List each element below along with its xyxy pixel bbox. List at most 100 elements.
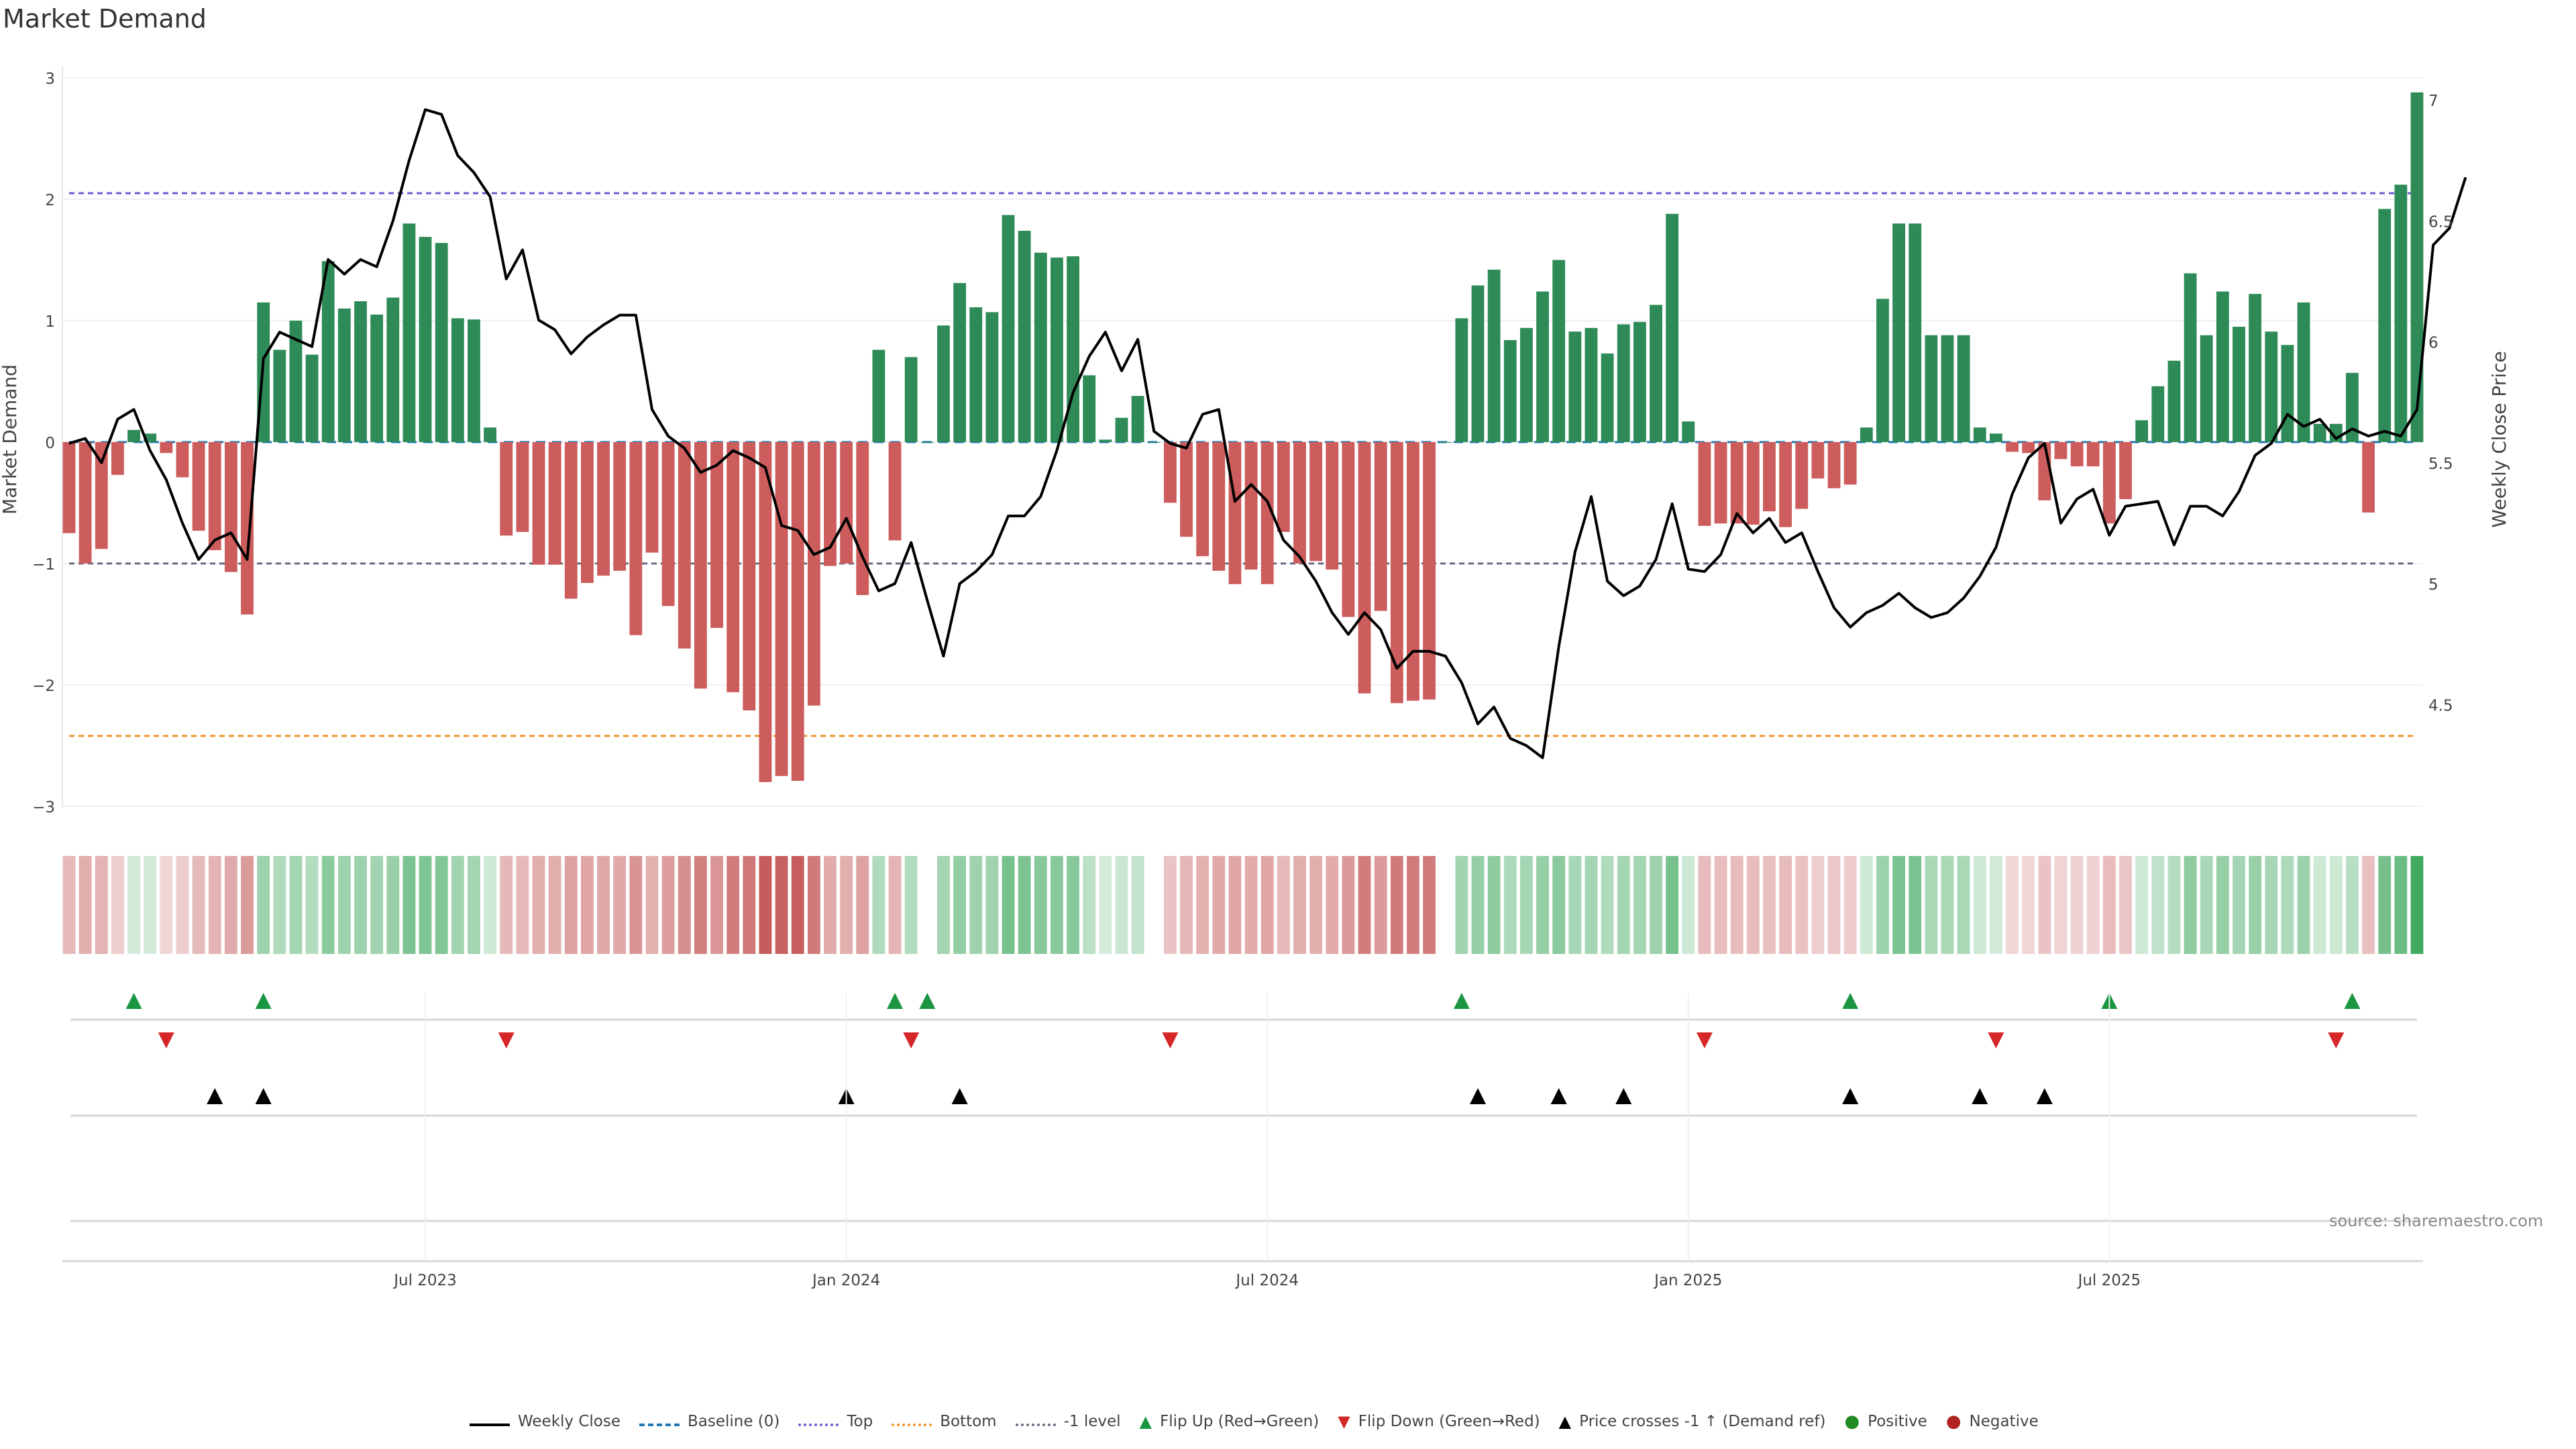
x-tick-label: Jan 2024 — [811, 1272, 880, 1289]
demand-bar — [1990, 433, 2002, 442]
demand-bar — [1585, 327, 1598, 442]
demand-bar — [176, 442, 189, 478]
heat-cell — [2006, 856, 2019, 954]
legend-dot-line-icon — [892, 1413, 932, 1430]
heat-cell — [273, 856, 286, 954]
y2-axis-label: Weekly Close Price — [2488, 351, 2510, 527]
legend-item[interactable]: Weekly Close — [470, 1413, 621, 1430]
demand-bar — [1277, 442, 1290, 532]
demand-bar — [1779, 442, 1792, 527]
heat-cell — [78, 856, 92, 954]
heat-cell — [2346, 856, 2359, 954]
demand-bar — [2233, 327, 2245, 442]
demand-bar — [824, 442, 837, 566]
demand-bar — [1309, 442, 1323, 561]
demand-bar — [581, 442, 594, 583]
heat-cell — [1811, 856, 1825, 954]
heat-cell — [1293, 856, 1306, 954]
heat-cell — [856, 856, 869, 954]
legend-item[interactable]: ▼ Flip Down (Green→Red) — [1338, 1412, 1540, 1431]
source-label: source: sharemaestro.com — [2329, 1212, 2544, 1230]
demand-bar — [2362, 442, 2375, 513]
demand-bar — [1941, 335, 1954, 442]
legend-label: Top — [847, 1413, 873, 1430]
legend-item[interactable]: ▲ Flip Up (Red→Green) — [1140, 1412, 1320, 1431]
heat-cell — [1002, 856, 1015, 954]
legend-item[interactable]: Bottom — [892, 1413, 997, 1430]
demand-bar — [743, 442, 756, 711]
demand-bar — [1196, 442, 1210, 557]
legend-item[interactable]: ● Negative — [1946, 1411, 2039, 1432]
demand-bar — [629, 442, 643, 635]
legend-item[interactable]: ● Positive — [1844, 1411, 1927, 1432]
flip-down-marker — [2328, 1032, 2345, 1049]
heat-cell — [1503, 856, 1517, 954]
heat-cell — [969, 856, 983, 954]
demand-bar — [1843, 442, 1857, 485]
demand-bar — [2265, 331, 2278, 442]
heat-cell — [1423, 856, 1436, 954]
y-tick-label: 1 — [45, 313, 55, 331]
heat-cell — [1228, 856, 1242, 954]
heat-cell — [2410, 856, 2424, 954]
demand-bar — [1795, 442, 1809, 509]
heat-cell — [241, 856, 254, 954]
price-cross-marker — [1470, 1088, 1486, 1104]
demand-bar — [597, 442, 610, 576]
demand-bar — [1083, 375, 1096, 442]
legend-solid-line-icon — [470, 1413, 510, 1430]
heat-cell — [953, 856, 966, 954]
heat-cell — [386, 856, 400, 954]
demand-bar — [111, 442, 124, 475]
demand-bar — [2216, 291, 2229, 442]
flip-up-marker — [1453, 993, 1470, 1009]
y2-tick-label: 6.5 — [2428, 213, 2453, 231]
heat-cell — [597, 856, 610, 954]
demand-bar — [273, 350, 286, 442]
demand-bar — [1099, 439, 1112, 442]
heat-cell — [2394, 856, 2408, 954]
heat-cell — [1990, 856, 2002, 954]
demand-bar — [1163, 442, 1177, 503]
x-tick-label: Jan 2025 — [1653, 1272, 1722, 1289]
heat-cell — [1973, 856, 1986, 954]
demand-bar — [1730, 442, 1743, 524]
demand-bar — [1293, 442, 1306, 564]
demand-bar — [1228, 442, 1242, 584]
demand-bar — [856, 442, 869, 596]
demand-bar — [160, 442, 173, 453]
demand-bar — [2200, 335, 2213, 442]
demand-bar — [937, 325, 950, 442]
legend-triangle-up-icon: ▲ — [1139, 1412, 1152, 1431]
legend-dash-line-icon — [639, 1413, 680, 1430]
demand-bar — [2313, 423, 2326, 442]
demand-bar — [1212, 442, 1226, 571]
heat-cell — [1666, 856, 1679, 954]
demand-bar — [2378, 209, 2392, 442]
demand-bar — [888, 442, 902, 541]
demand-bar — [2006, 442, 2019, 452]
y-tick-label: 0 — [45, 435, 55, 452]
legend-item[interactable]: Baseline (0) — [639, 1413, 780, 1430]
heat-cell — [2200, 856, 2213, 954]
demand-bar — [1827, 442, 1841, 488]
demand-bar — [370, 314, 384, 442]
heat-cell — [1374, 856, 1387, 954]
y2-tick-label: 4.5 — [2428, 697, 2453, 714]
heat-cell — [1260, 856, 1274, 954]
demand-bar — [1503, 339, 1517, 442]
heat-cell — [1650, 856, 1662, 954]
demand-bar — [775, 442, 788, 776]
legend-item[interactable]: -1 level — [1015, 1413, 1121, 1430]
legend-label: -1 level — [1063, 1413, 1121, 1430]
heat-cell — [2119, 856, 2132, 954]
heat-cell — [1390, 856, 1403, 954]
heat-cell — [985, 856, 999, 954]
y2-tick-label: 5 — [2428, 576, 2438, 594]
heat-cell — [1051, 856, 1063, 954]
demand-bar — [548, 442, 561, 565]
heat-cell — [791, 856, 804, 954]
heat-cell — [1212, 856, 1226, 954]
legend-item[interactable]: ▲ Price crosses -1 ↑ (Demand ref) — [1559, 1412, 1826, 1431]
legend-item[interactable]: Top — [798, 1413, 873, 1430]
